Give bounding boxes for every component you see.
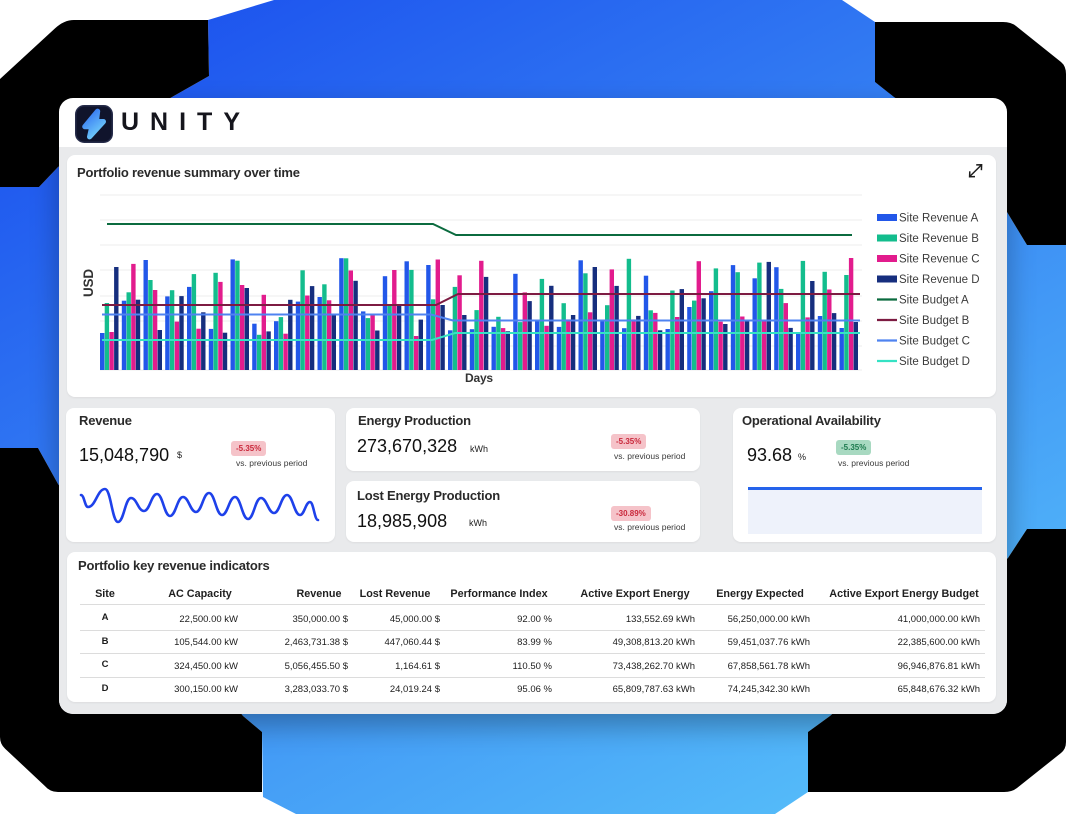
svg-text:Site Budget C: Site Budget C [899,336,970,348]
svg-text:Site Revenue A: Site Revenue A [899,213,979,225]
svg-text:Site Budget A: Site Budget A [899,295,969,307]
svg-text:Site Budget B: Site Budget B [899,315,970,327]
svg-text:Site Budget D: Site Budget D [899,356,970,368]
svg-text:Site Revenue B: Site Revenue B [899,233,979,245]
svg-text:Site Revenue D: Site Revenue D [899,274,980,286]
svg-text:Site Revenue C: Site Revenue C [899,254,980,266]
